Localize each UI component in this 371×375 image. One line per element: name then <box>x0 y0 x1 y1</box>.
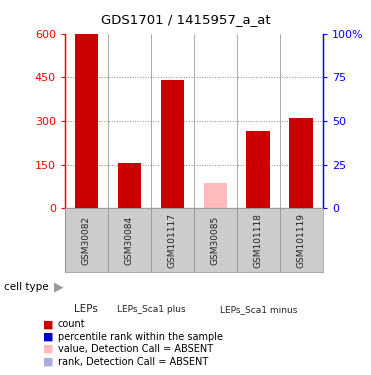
Text: rank, Detection Call = ABSENT: rank, Detection Call = ABSENT <box>58 357 208 366</box>
Text: ■: ■ <box>43 320 53 329</box>
Bar <box>246 131 270 208</box>
Text: percentile rank within the sample: percentile rank within the sample <box>58 332 223 342</box>
Text: GSM101117: GSM101117 <box>168 213 177 267</box>
Text: GSM30085: GSM30085 <box>211 215 220 265</box>
Text: LEPs_Sca1 minus: LEPs_Sca1 minus <box>220 305 297 314</box>
Text: ■: ■ <box>43 344 53 354</box>
Text: ■: ■ <box>43 357 53 366</box>
Bar <box>289 118 313 208</box>
Text: count: count <box>58 320 85 329</box>
Text: value, Detection Call = ABSENT: value, Detection Call = ABSENT <box>58 344 213 354</box>
Text: GSM30084: GSM30084 <box>125 215 134 265</box>
Text: ■: ■ <box>43 332 53 342</box>
Bar <box>118 163 141 208</box>
Bar <box>204 183 227 208</box>
Text: ▶: ▶ <box>54 280 63 293</box>
Text: GSM101119: GSM101119 <box>297 213 306 267</box>
Text: GSM30082: GSM30082 <box>82 215 91 265</box>
Text: GDS1701 / 1415957_a_at: GDS1701 / 1415957_a_at <box>101 13 270 26</box>
Text: LEPs: LEPs <box>75 304 98 314</box>
Bar <box>161 80 184 208</box>
Bar <box>75 34 98 208</box>
Text: cell type: cell type <box>4 282 48 292</box>
Text: GSM101118: GSM101118 <box>254 213 263 267</box>
Text: LEPs_Sca1 plus: LEPs_Sca1 plus <box>116 305 185 314</box>
